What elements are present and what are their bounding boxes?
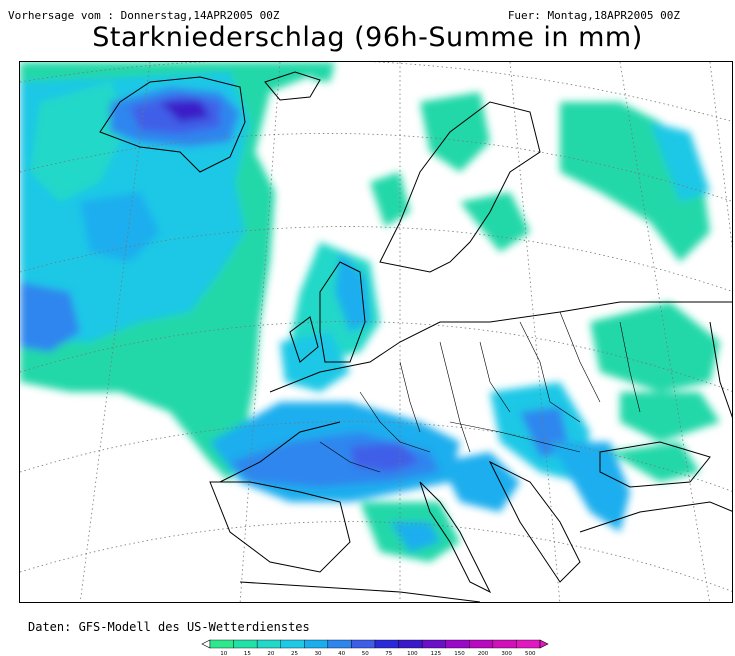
precipitation-map [19,61,733,603]
legend-tick-label: 40 [338,651,345,656]
legend-tick-label: 125 [431,651,442,656]
legend-tick-label: 75 [385,651,392,656]
coastlines [99,71,732,602]
legend-swatch [374,639,399,649]
legend-tick-label: 15 [244,651,251,656]
legend-swatch [233,639,258,649]
legend-swatch [280,639,305,649]
legend-tick-label: 30 [315,651,322,656]
map-canvas [20,62,732,602]
legend-tick-label: 50 [362,651,369,656]
data-source-label: Daten: GFS-Modell des US-Wetterdienstes [28,620,310,634]
legend-swatch [304,639,329,649]
legend-left-arrow [201,639,211,649]
legend-tick-label: 25 [291,651,298,656]
forecast-issued-label: Vorhersage vom : Donnerstag,14APR2005 00… [8,9,280,22]
legend-swatch [421,639,446,649]
map-title: Starkniederschlag (96h-Summe in mm) [92,22,643,53]
legend-swatch [256,639,281,649]
legend-swatch [469,639,494,649]
legend-right-arrow [539,639,549,649]
color-legend: 10 15 20 25 30 40 50 75 100 125 150 200 300 500 [201,639,549,656]
legend-tick-label: 150 [454,651,465,656]
forecast-valid-label: Fuer: Montag,18APR2005 00Z [507,9,680,22]
legend-swatch [327,639,352,649]
legend-tick-label: 300 [501,651,512,656]
precipitation-field [20,62,720,562]
legend-tick-label: 500 [525,651,536,656]
country-borders [319,311,641,473]
legend-swatch [516,639,541,649]
legend-tick-label: 100 [407,651,418,656]
legend-swatch [492,639,517,649]
legend-tick-label: 20 [267,651,274,656]
legend-swatch [398,639,423,649]
legend-tick-label: 200 [478,651,489,656]
legend-tick-label: 10 [220,651,227,656]
legend-swatch [209,639,234,649]
legend-swatch [445,639,470,649]
graticule [20,62,732,602]
legend-swatch [351,639,376,649]
